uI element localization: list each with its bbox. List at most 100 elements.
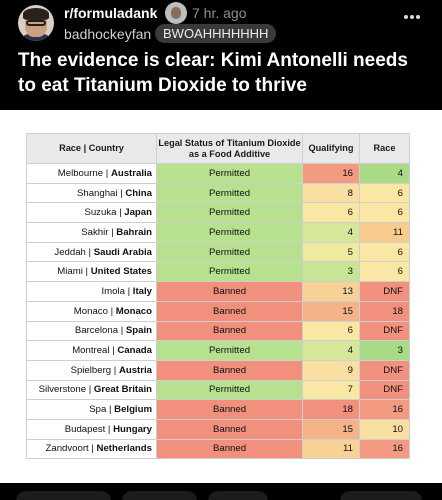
- cell-legal-status: Banned: [156, 320, 303, 342]
- separator: |: [117, 187, 126, 199]
- cell-qualifying: 5: [302, 241, 360, 263]
- header-race-bold: Country: [88, 143, 124, 153]
- country-name: Italy: [132, 285, 152, 297]
- city-name: Spielberg: [70, 364, 112, 376]
- separator: |: [108, 226, 117, 238]
- cell-legal-status: Permitted: [156, 340, 303, 361]
- cell-legal-status: Permitted: [156, 163, 303, 184]
- city-name: Barcelona: [74, 325, 119, 337]
- results-table: Race | Country Legal Status of Titanium …: [26, 133, 410, 460]
- table-row: Jeddah | Saudi Arabia Permitted 5 6: [26, 241, 410, 263]
- more-options-icon[interactable]: [404, 12, 420, 22]
- subreddit-avatar[interactable]: [18, 5, 54, 41]
- country-name: China: [125, 187, 152, 199]
- award-button-pill[interactable]: [208, 491, 268, 500]
- cell-legal-status: Banned: [156, 281, 303, 302]
- separator: |: [86, 384, 94, 396]
- header-race-country: Race | Country: [26, 133, 157, 164]
- cell-race-result: 6: [359, 261, 410, 283]
- city-name: Silverstone: [38, 384, 87, 396]
- table-row: Budapest | Hungary Banned 15 10: [26, 418, 410, 440]
- country-name: Bahrain: [116, 226, 152, 238]
- user-avatar-face: [171, 7, 181, 19]
- table-row: Spielberg | Austria Banned 9 DNF: [26, 359, 410, 381]
- cell-race-country: Miami | United States: [26, 261, 157, 283]
- city-name: Spa: [89, 404, 107, 416]
- post-image[interactable]: Race | Country Legal Status of Titanium …: [0, 110, 442, 483]
- cell-race-result: 6: [359, 202, 410, 224]
- separator: |: [103, 167, 111, 179]
- cell-legal-status: Permitted: [156, 379, 303, 401]
- cell-race-result: 11: [359, 222, 410, 243]
- cell-race-result: DNF: [359, 379, 410, 401]
- country-name: Hungary: [113, 423, 152, 435]
- table-row: Zandvoort | Netherlands Banned 11 16: [26, 438, 410, 460]
- username[interactable]: badhockeyfan: [64, 26, 152, 42]
- city-name: Shanghai: [76, 187, 118, 199]
- cell-qualifying: 6: [302, 202, 360, 224]
- cell-race-country: Zandvoort | Netherlands: [26, 438, 157, 460]
- city-name: Monaco: [73, 305, 108, 317]
- separator: |: [111, 364, 119, 376]
- separator: |: [82, 266, 91, 278]
- table-header-row: Race | Country Legal Status of Titanium …: [26, 133, 410, 164]
- table-row: Barcelona | Spain Banned 6 DNF: [26, 320, 410, 342]
- city-name: Miami: [57, 266, 83, 278]
- cell-qualifying: 13: [302, 281, 360, 302]
- cell-legal-status: Banned: [156, 300, 303, 322]
- comments-button-pill[interactable]: [122, 491, 197, 500]
- table-body: Melbourne | Australia Permitted 16 4 Shangha…: [26, 163, 410, 460]
- vote-button-pill[interactable]: [16, 491, 111, 500]
- cell-race-country: Suzuka | Japan: [26, 202, 157, 224]
- cell-race-result: 16: [359, 399, 410, 420]
- separator: |: [107, 305, 116, 317]
- header-race: Race: [359, 133, 410, 164]
- city-name: Budapest: [64, 423, 106, 435]
- cell-race-result: DNF: [359, 281, 410, 302]
- cell-race-country: Jeddah | Saudi Arabia: [26, 241, 157, 263]
- separator: |: [105, 423, 114, 435]
- cell-race-country: Shanghai | China: [26, 182, 157, 204]
- city-name: Suzuka: [84, 207, 117, 219]
- cell-race-country: Monaco | Monaco: [26, 300, 157, 322]
- table-row: Silverstone | Great Britain Permitted 7 DNF: [26, 379, 410, 401]
- country-name: Monaco: [115, 305, 152, 317]
- table-row: Suzuka | Japan Permitted 6 6: [26, 202, 410, 224]
- cell-qualifying: 8: [302, 182, 360, 204]
- cell-qualifying: 18: [302, 399, 360, 420]
- cell-race-country: Melbourne | Australia: [26, 163, 157, 184]
- post-title[interactable]: The evidence is clear: Kimi Antonelli ne…: [18, 50, 408, 96]
- country-name: United States: [90, 266, 152, 278]
- table-row: Montreal | Canada Permitted 4 3: [26, 340, 410, 361]
- header-race-prefix: Race |: [59, 143, 89, 153]
- cell-legal-status: Permitted: [156, 261, 303, 283]
- cell-qualifying: 16: [302, 163, 360, 184]
- avatar-hair: [23, 8, 49, 20]
- separator: |: [118, 325, 126, 337]
- cell-race-result: 6: [359, 182, 410, 204]
- user-avatar-icon[interactable]: [165, 2, 187, 24]
- cell-race-country: Spa | Belgium: [26, 399, 157, 420]
- table-row: Melbourne | Australia Permitted 16 4: [26, 163, 410, 184]
- cell-race-country: Montreal | Canada: [26, 340, 157, 361]
- table-row: Shanghai | China Permitted 8 6: [26, 182, 410, 204]
- country-name: Japan: [124, 207, 152, 219]
- avatar-shirt: [21, 34, 51, 41]
- post-time: 7 hr. ago: [192, 5, 247, 21]
- share-button-pill[interactable]: [340, 491, 422, 500]
- city-name: Melbourne: [57, 167, 104, 179]
- separator: |: [116, 207, 125, 219]
- cell-qualifying: 15: [302, 300, 360, 322]
- cell-race-country: Imola | Italy: [26, 281, 157, 302]
- cell-legal-status: Banned: [156, 359, 303, 381]
- user-flair: BWOAHHHHHHH: [155, 24, 277, 43]
- separator: |: [85, 246, 94, 258]
- cell-race-country: Sakhir | Bahrain: [26, 222, 157, 243]
- country-name: Belgium: [114, 404, 152, 416]
- country-name: Australia: [110, 167, 152, 179]
- country-name: Spain: [125, 325, 152, 337]
- cell-race-result: 4: [359, 163, 410, 184]
- separator: |: [106, 404, 115, 416]
- cell-race-country: Spielberg | Austria: [26, 359, 157, 381]
- subreddit-name[interactable]: r/formuladank: [64, 5, 158, 21]
